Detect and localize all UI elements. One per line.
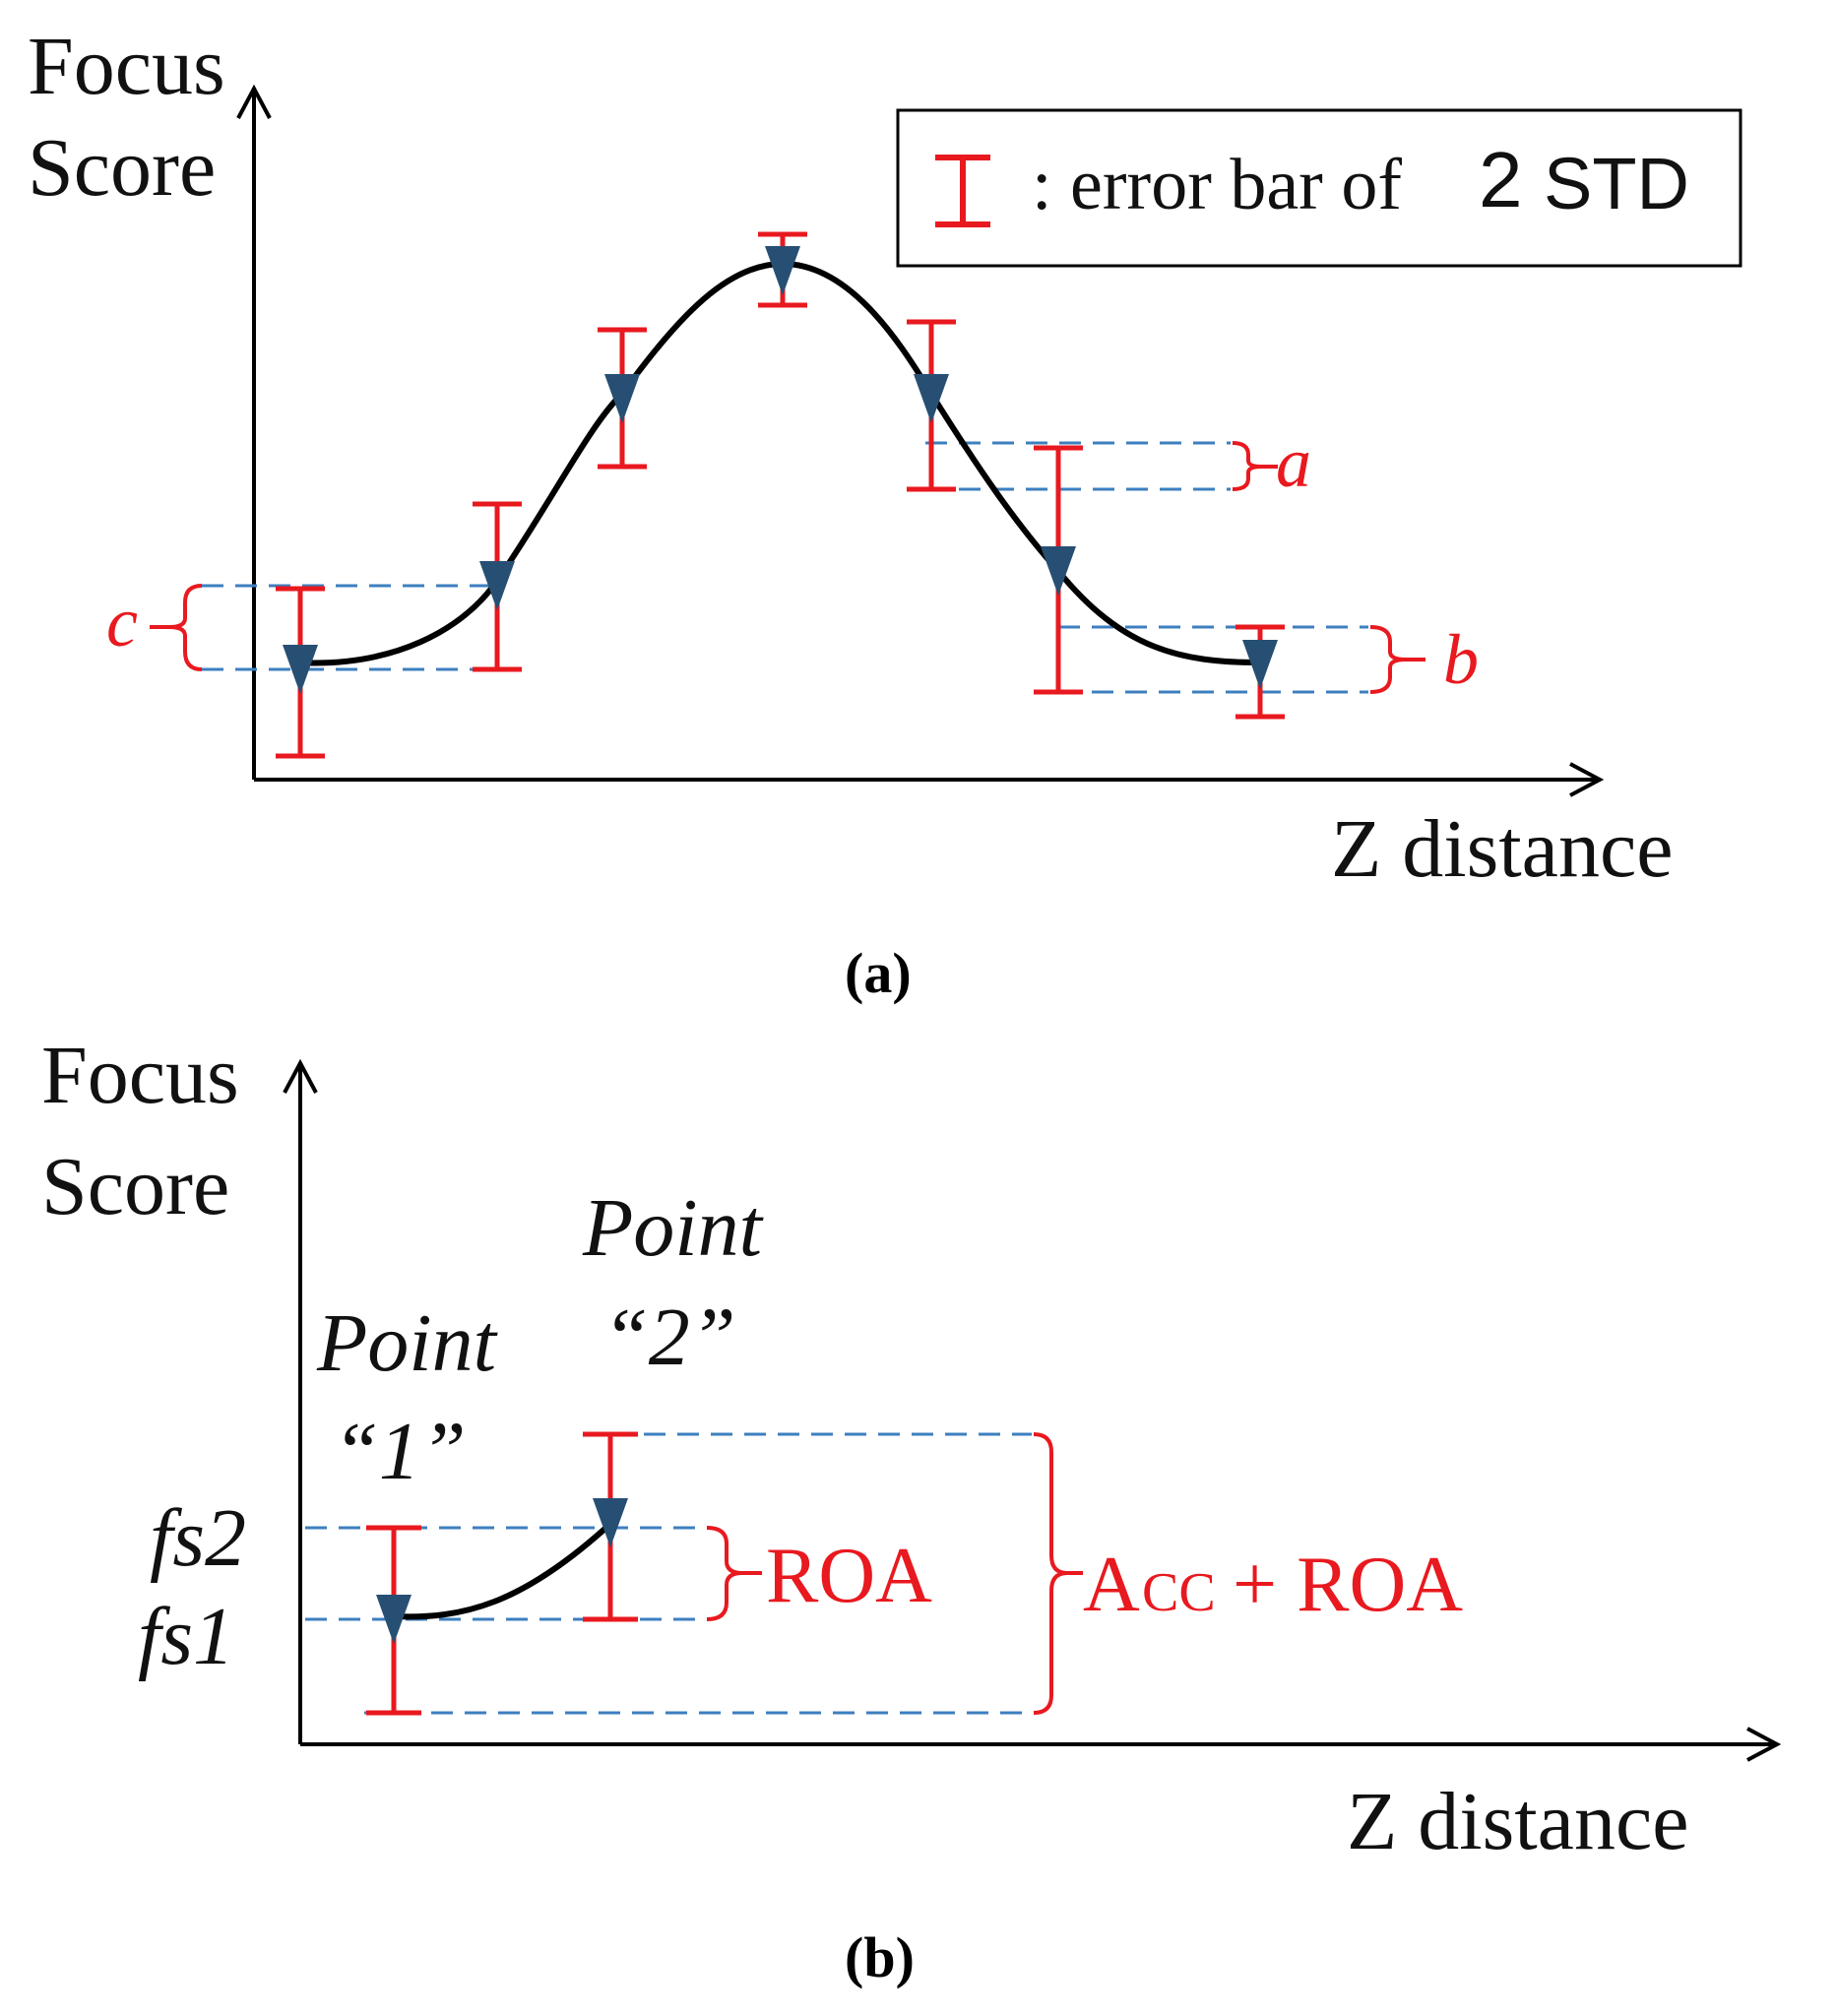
point1-marker [376, 1595, 412, 1644]
fs2-label: fs2 [150, 1492, 246, 1584]
panel-a-legend-std: STD [1544, 143, 1689, 224]
panel-b: Focus Score Z distance Point “2” Point “… [41, 1030, 1782, 1989]
marker-4 [765, 246, 800, 295]
acc-plus-roa-label: + ROA [1233, 1542, 1463, 1628]
brace-acc-roa [1033, 1432, 1068, 1715]
panel-a-x-axis-arrowhead [1569, 762, 1605, 797]
marker-6 [1041, 546, 1076, 596]
point2-label-line2: “2” [602, 1292, 735, 1383]
acc-a-label: A [1083, 1542, 1140, 1628]
panel-a-error-bars [276, 231, 1285, 759]
panel-a-braces [150, 441, 1425, 694]
marker-2 [479, 561, 515, 610]
panel-a-y-label-line2: Score [28, 122, 216, 214]
fs1-label: fs1 [138, 1591, 234, 1682]
brace-a-label: a [1276, 423, 1311, 502]
panel-a-focus-curve [296, 260, 1261, 666]
panel-b-caption: (b) [845, 1925, 915, 1989]
marker-1 [283, 645, 318, 694]
marker-5 [914, 374, 949, 423]
brace-c [168, 584, 203, 671]
panel-a-caption: (a) [845, 941, 912, 1005]
panel-b-dashed-guides [305, 1432, 1032, 1715]
panel-a-markers [283, 246, 1278, 694]
panel-a: Focus Score Z distance : error bar of 2 … [28, 21, 1742, 1005]
marker-7 [1242, 640, 1278, 689]
panel-a-x-label: Z distance [1331, 803, 1674, 895]
panel-a-legend-box [896, 108, 1742, 268]
panel-a-y-axis-arrowhead [236, 84, 272, 119]
panel-b-y-label-line2: Score [41, 1141, 229, 1232]
panel-a-y-label-line1: Focus [28, 21, 225, 112]
panel-b-focus-curve [393, 1521, 613, 1620]
panel-b-x-label: Z distance [1347, 1776, 1689, 1867]
marker-3 [604, 374, 640, 423]
brace-c-label: c [106, 583, 138, 662]
panel-a-dashed-guides [202, 441, 1368, 694]
panel-b-braces [706, 1432, 1083, 1715]
brace-b-label: b [1443, 620, 1479, 699]
point1-label-line2: “1” [333, 1406, 466, 1497]
panel-b-x-axis-arrowhead [1746, 1727, 1782, 1762]
brace-roa [706, 1526, 743, 1621]
panel-b-markers [376, 1498, 628, 1644]
point2-marker [593, 1498, 628, 1547]
brace-a [1232, 441, 1263, 491]
panel-a-legend-text: : error bar of [1032, 145, 1402, 225]
point1-label-line1: Point [316, 1297, 499, 1389]
point2-label-line1: Point [582, 1182, 765, 1274]
acc-cc-label: CC [1142, 1562, 1216, 1623]
panel-a-legend-two: 2 [1479, 136, 1523, 223]
roa-label: ROA [766, 1533, 932, 1619]
panel-b-y-axis-arrowhead [283, 1058, 318, 1094]
panel-b-y-label-line1: Focus [41, 1030, 239, 1121]
brace-b [1369, 625, 1407, 694]
error-bar-icon [935, 155, 990, 227]
